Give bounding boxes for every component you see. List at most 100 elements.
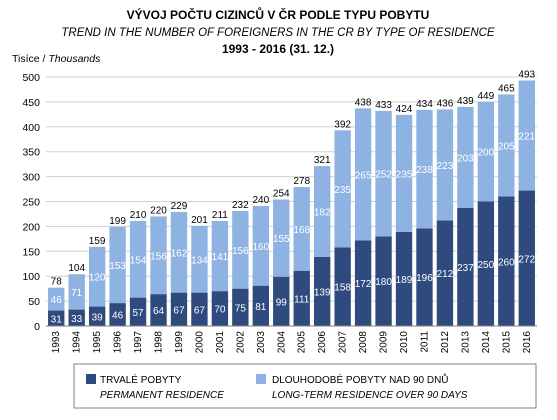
- bar-long-term: [436, 109, 454, 221]
- data-label-total: 211: [212, 210, 228, 221]
- data-label-total: 449: [478, 91, 495, 102]
- bar-long-term: [211, 220, 229, 292]
- legend-sublabel-permanent: PERMANENT RESIDENCE: [100, 390, 224, 401]
- x-tick-label: 2012: [440, 331, 451, 354]
- x-tick-label: 2014: [481, 331, 492, 354]
- x-tick-label: 1997: [133, 331, 144, 354]
- bar-long-term: [252, 205, 269, 286]
- data-label-permanent: 64: [153, 306, 165, 317]
- data-label-long-term: 162: [171, 248, 188, 259]
- x-tick-label: 2013: [460, 331, 471, 354]
- y-axis-label-separator: /: [40, 53, 49, 65]
- data-label-permanent: 111: [294, 294, 310, 305]
- bar-permanent: [436, 220, 454, 326]
- bar-long-term: [354, 108, 372, 241]
- bar-permanent: [68, 309, 85, 326]
- y-tick-label: 50: [28, 296, 40, 308]
- bar-permanent: [314, 256, 331, 326]
- data-label-total: 240: [252, 195, 269, 206]
- x-tick-label: 2005: [297, 331, 308, 354]
- y-axis-ticks: 0 50 100 150 200 250 300 350 400 450 500: [22, 72, 40, 333]
- chart-subtitle: TREND IN THE NUMBER OF FOREIGNERS IN THE…: [61, 27, 495, 39]
- data-label-permanent: 70: [214, 305, 226, 316]
- data-label-permanent: 139: [314, 287, 331, 298]
- legend-swatch-permanent: [86, 374, 96, 384]
- data-label-total: 439: [457, 96, 474, 107]
- data-label-total: 436: [437, 98, 454, 109]
- data-label-long-term: 154: [130, 255, 147, 266]
- legend-box: [73, 363, 537, 409]
- bar-permanent: [252, 285, 269, 326]
- data-label-long-term: 235: [396, 169, 413, 180]
- bar-permanent: [88, 306, 106, 326]
- data-label-permanent: 67: [173, 305, 185, 316]
- y-tick-label: 350: [22, 147, 40, 159]
- data-label-permanent: 99: [276, 297, 288, 308]
- bar-permanent: [191, 292, 208, 326]
- data-label-long-term: 134: [191, 255, 208, 266]
- bar-long-term: [109, 226, 126, 304]
- bar-long-term: [88, 246, 106, 307]
- data-label-total: 278: [293, 176, 310, 187]
- y-tick-label: 450: [22, 97, 40, 109]
- legend-label-long-term: DLOUHODOBÉ POBYTY NAD 90 DNŮ: [272, 373, 449, 386]
- bar-long-term: [293, 187, 310, 271]
- bar-long-term: [48, 287, 65, 311]
- data-label-total: 438: [355, 97, 372, 108]
- data-label-permanent: 260: [498, 257, 515, 268]
- bar-long-term: [150, 216, 167, 295]
- data-label-long-term: 71: [71, 288, 83, 299]
- data-label-long-term: 235: [334, 185, 351, 196]
- data-label-long-term: 141: [212, 252, 229, 263]
- data-label-total: 199: [109, 216, 126, 227]
- bar-permanent: [150, 294, 167, 326]
- data-label-long-term: 156: [232, 246, 249, 257]
- data-label-long-term: 205: [498, 141, 515, 152]
- bar-permanent: [211, 291, 229, 326]
- bar-permanent: [293, 270, 310, 326]
- data-label-total: 220: [150, 205, 167, 216]
- x-tick-label: 1993: [51, 331, 62, 354]
- legend-swatch-long-term: [256, 374, 266, 384]
- x-tick-label: 1996: [113, 331, 124, 354]
- bar-long-term: [170, 211, 188, 293]
- y-axis-label-en: Thousands: [48, 53, 101, 65]
- bar-long-term: [191, 225, 208, 293]
- data-label-long-term: 168: [293, 225, 310, 236]
- data-label-total: 433: [375, 100, 392, 111]
- data-label-permanent: 67: [194, 305, 206, 316]
- bar-permanent: [170, 292, 188, 326]
- data-label-total: 78: [51, 277, 63, 288]
- y-tick-label: 500: [22, 72, 40, 84]
- x-tick-label: 1998: [154, 331, 165, 354]
- bar-long-term: [498, 94, 515, 197]
- x-tick-label: 2006: [317, 331, 328, 354]
- data-label-long-term: 46: [51, 295, 63, 306]
- data-label-permanent: 196: [416, 273, 433, 284]
- data-label-long-term: 160: [252, 242, 269, 253]
- y-tick-label: 0: [34, 321, 40, 333]
- x-tick-label: 2003: [256, 331, 267, 354]
- data-label-total: 321: [314, 155, 331, 166]
- data-label-long-term: 238: [416, 165, 433, 176]
- data-label-total: 465: [498, 83, 515, 94]
- bar-long-term: [477, 101, 495, 202]
- data-label-total: 232: [232, 200, 249, 211]
- data-label-permanent: 75: [235, 303, 247, 314]
- data-label-total: 434: [416, 99, 433, 110]
- data-label-permanent: 31: [51, 314, 63, 325]
- data-label-long-term: 156: [150, 251, 167, 262]
- bar-permanent: [477, 201, 495, 326]
- y-axis-label-cz: Tisíce: [12, 53, 40, 65]
- x-tick-label: 2010: [399, 331, 410, 354]
- data-label-long-term: 153: [109, 261, 126, 272]
- data-label-long-term: 203: [457, 153, 474, 164]
- data-label-permanent: 237: [457, 263, 474, 274]
- data-label-total: 159: [89, 236, 106, 247]
- x-tick-label: 2008: [358, 331, 369, 354]
- bar-permanent: [457, 207, 474, 326]
- bars: 31 46 78 33 71 104 39 120 159 46 153 199 57 154 210 64 1…: [48, 69, 536, 326]
- bar-permanent: [498, 196, 515, 326]
- data-label-permanent: 172: [355, 279, 372, 290]
